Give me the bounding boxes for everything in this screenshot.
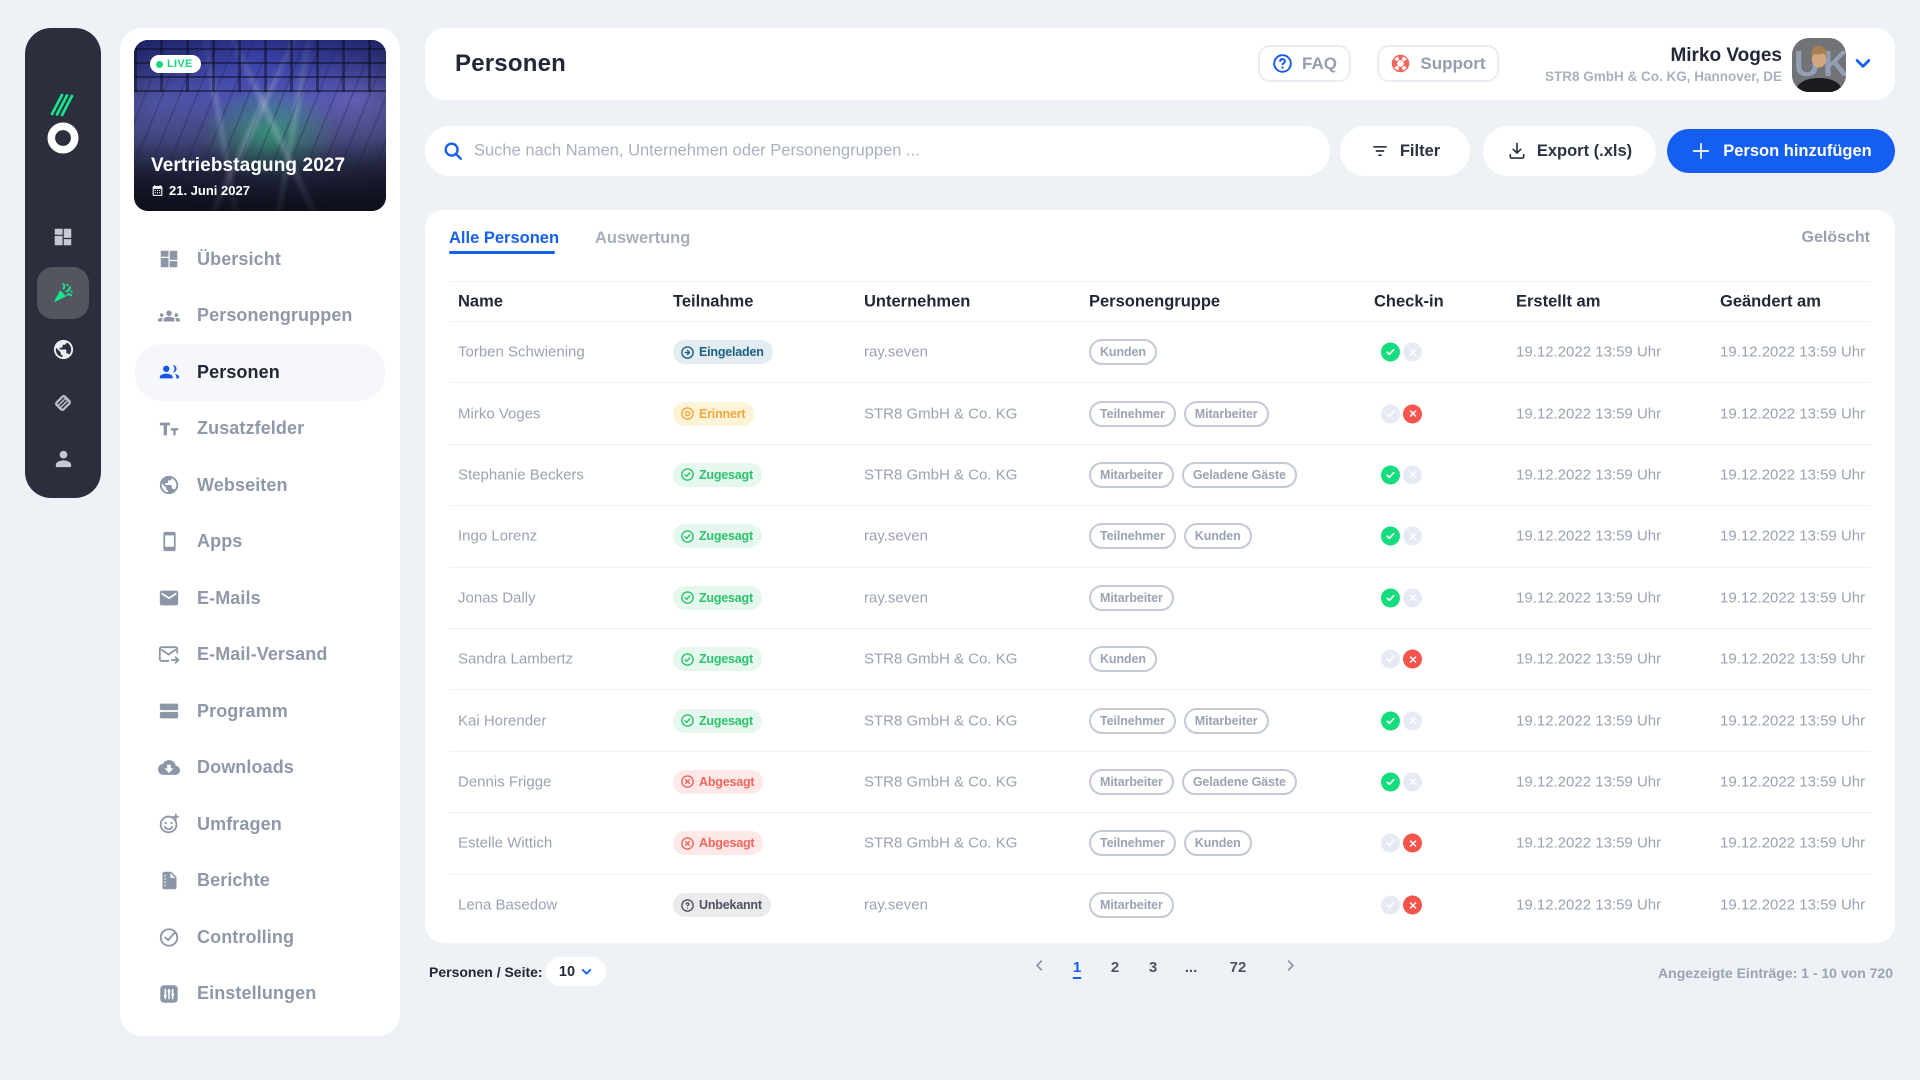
svg-text:K: K [1823, 43, 1846, 84]
